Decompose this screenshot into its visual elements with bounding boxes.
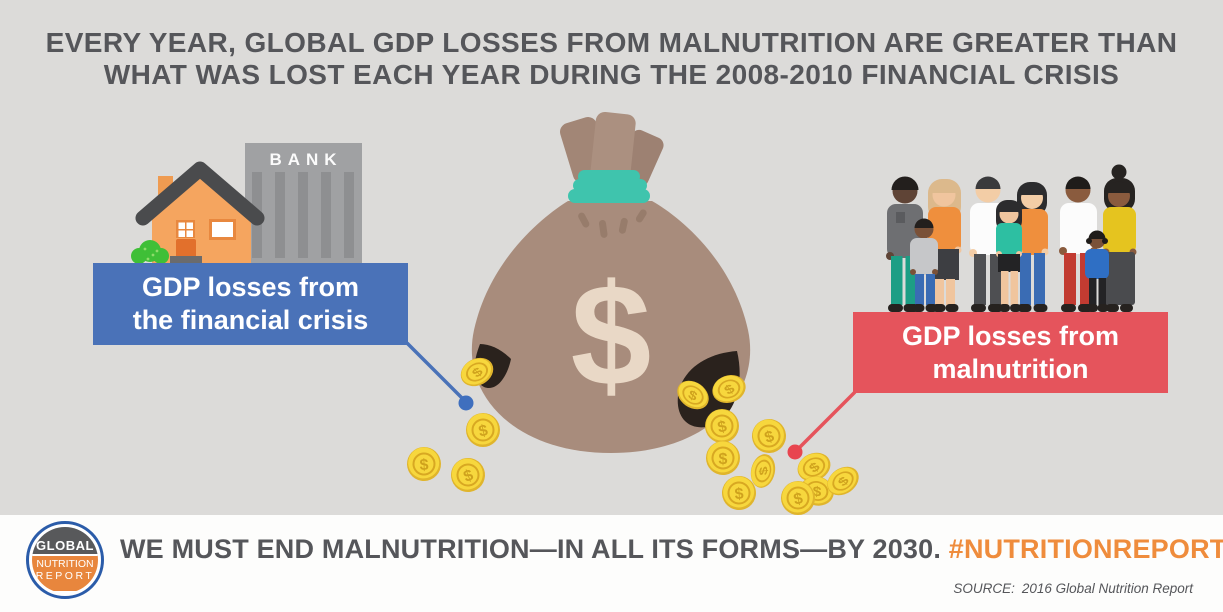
person-woman-bob-jeans	[1015, 182, 1049, 312]
coins-left	[403, 351, 501, 496]
tagline-text: WE MUST END MALNUTRITION—IN ALL ITS FORM…	[120, 534, 942, 564]
source-label: SOURCE:	[953, 581, 1015, 596]
logo-word-global: GLOBAL	[32, 527, 98, 556]
money-bag-illustration: $	[471, 111, 751, 453]
label-malnutrition-line2: malnutrition	[932, 353, 1089, 384]
logo-word-nutrition: NUTRITION	[36, 558, 94, 570]
bag-dollar-sign: $	[571, 254, 652, 416]
source-attribution: SOURCE: 2016 Global Nutrition Report	[953, 581, 1193, 596]
bank-building-illustration: BANK	[245, 143, 362, 263]
logo-word-report: REPORT	[35, 570, 95, 582]
footer-bar: GLOBAL NUTRITION REPORT WE MUST END MALN…	[0, 515, 1223, 612]
headline: EVERY YEAR, GLOBAL GDP LOSSES FROM MALNU…	[0, 27, 1223, 91]
coins-right	[670, 369, 866, 516]
logo-inner-circle: GLOBAL NUTRITION REPORT	[32, 527, 98, 593]
headline-line2: WHAT WAS LOST EACH YEAR DURING THE 2008-…	[103, 59, 1120, 90]
label-financial-crisis-line1: GDP losses from	[141, 272, 360, 302]
bag-tie	[568, 170, 650, 203]
bank-sign-text: BANK	[269, 150, 342, 169]
global-nutrition-report-logo: GLOBAL NUTRITION REPORT	[26, 521, 104, 599]
hashtag-text: #NUTRITIONREPORT	[948, 534, 1223, 564]
footer-tagline: WE MUST END MALNUTRITION—IN ALL ITS FORM…	[120, 534, 1223, 565]
person-boy-jeans	[910, 218, 938, 312]
person-kid-blue-shirt	[1085, 230, 1109, 312]
pointer-malnutrition	[787, 390, 857, 460]
pointer-financial-crisis	[405, 341, 474, 411]
person-woman-yellow-bun	[1102, 164, 1137, 312]
bag-fold-marks	[578, 209, 647, 238]
label-malnutrition: GDP losses from malnutrition	[853, 312, 1168, 393]
bush-illustration	[131, 240, 169, 264]
label-financial-crisis: GDP losses from the financial crisis	[93, 263, 408, 345]
headline-line1: EVERY YEAR, GLOBAL GDP LOSSES FROM MALNU…	[45, 27, 1178, 58]
source-text: 2016 Global Nutrition Report	[1021, 581, 1193, 596]
person-girl-teal-top	[996, 200, 1022, 312]
person-man-teal-pants	[886, 176, 924, 312]
label-malnutrition-line1: GDP losses from	[901, 320, 1120, 351]
label-financial-crisis-line2: the financial crisis	[132, 305, 369, 335]
logo-bottom-half: NUTRITION REPORT	[32, 556, 98, 591]
house-illustration	[131, 161, 265, 264]
people-group-illustration	[886, 164, 1137, 312]
